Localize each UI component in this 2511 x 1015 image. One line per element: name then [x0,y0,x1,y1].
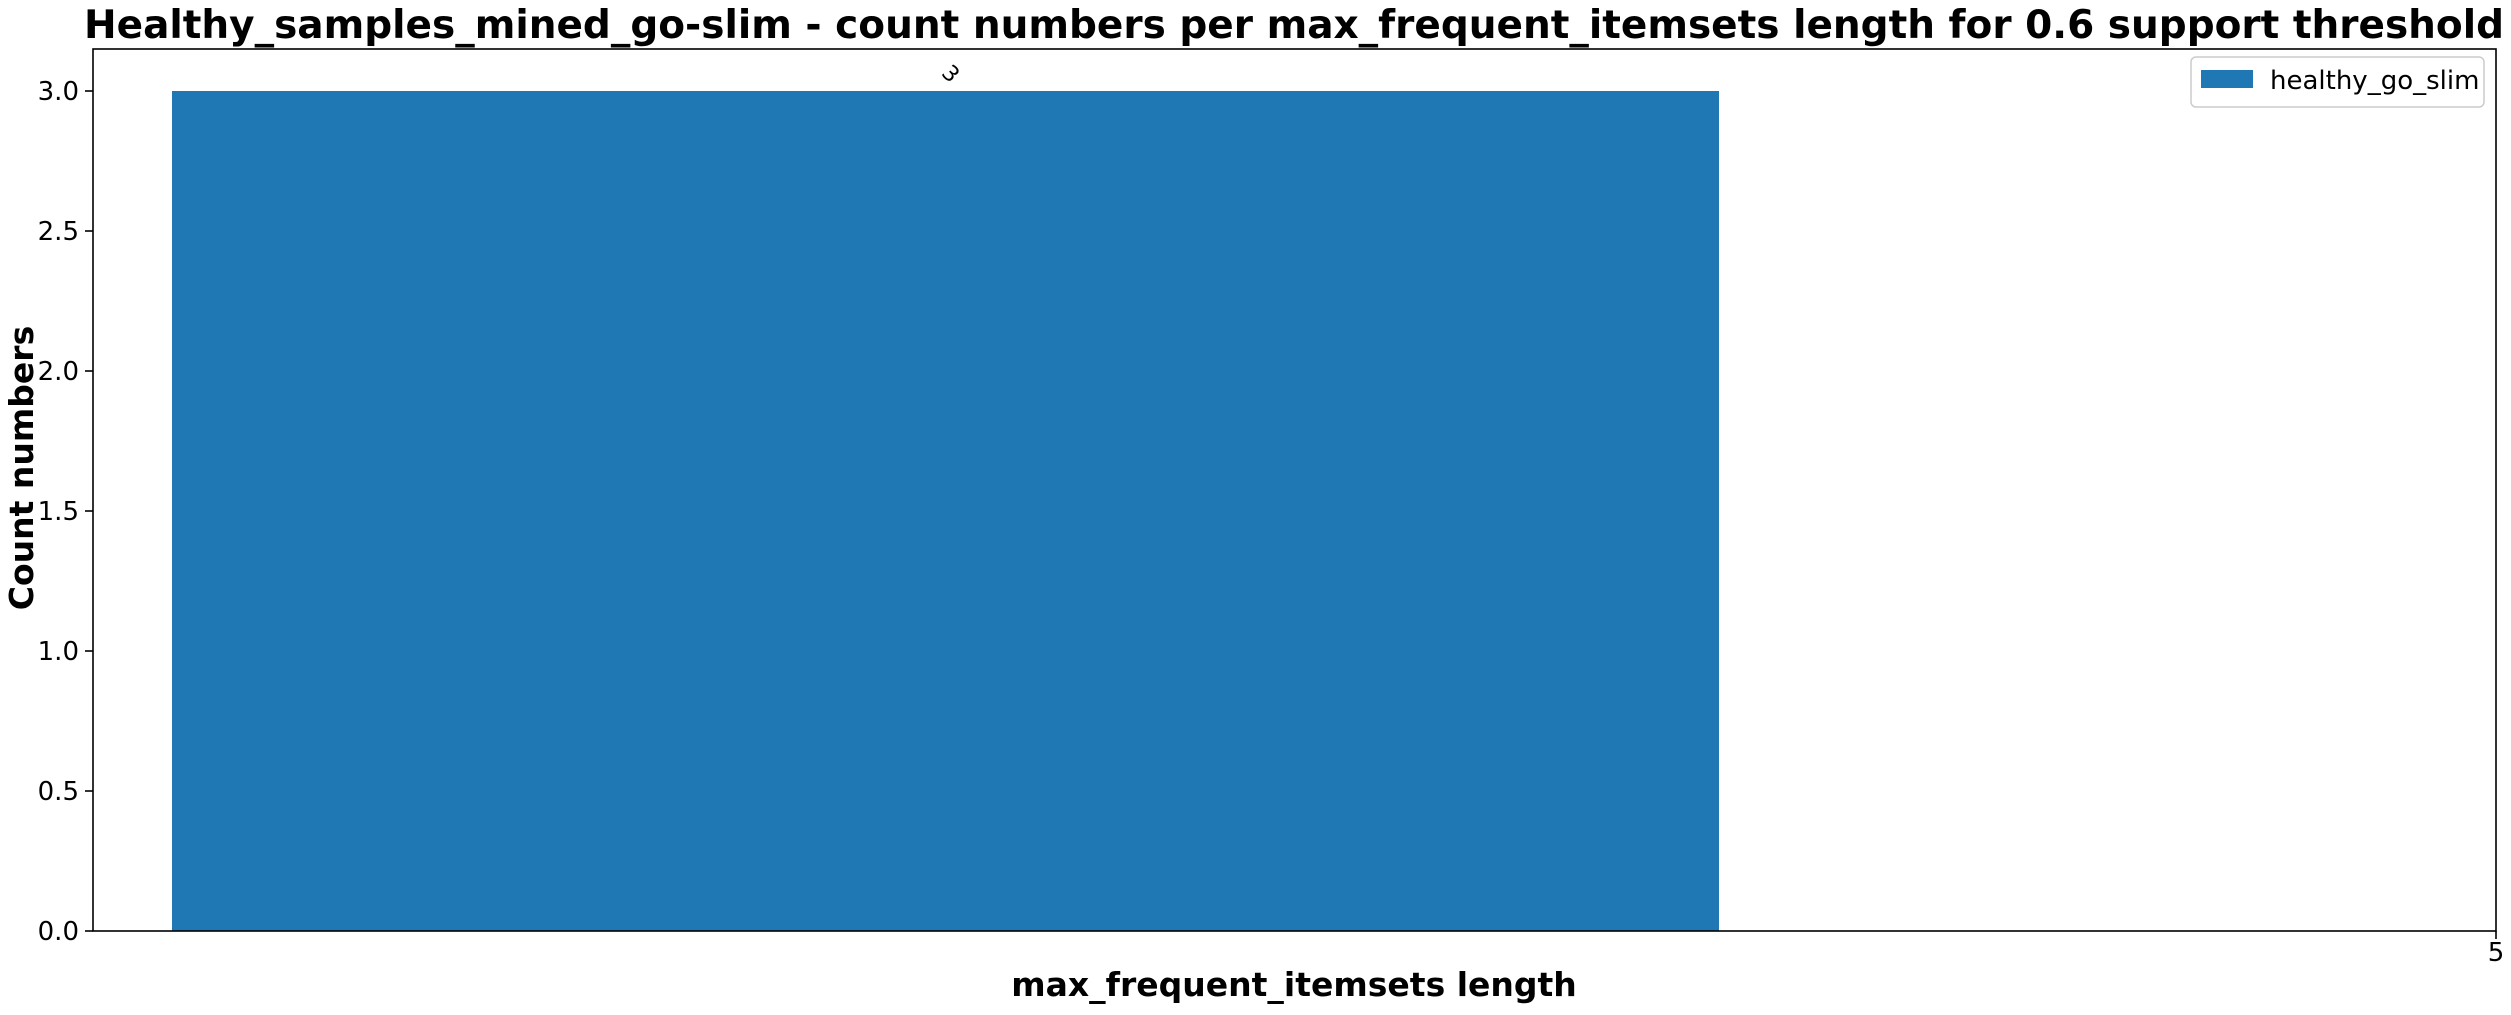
legend-frame [2190,56,2485,108]
y-tick-label-3: 1.5 [38,497,79,527]
y-tick-label-5: 2.5 [38,217,79,247]
y-tick-label-2: 1.0 [38,637,79,667]
bar-0 [172,91,1719,931]
chart-title: Healthy_samples_mined_go-slim - count nu… [84,3,2504,48]
bar-value-label-0: 3 [936,61,964,89]
plot-frame [92,48,2497,932]
y-axis-label: Count numbers [2,326,41,610]
y-axis: 0.0 0.5 1.0 1.5 2.0 2.5 3.0 [38,77,93,947]
y-tick-label-0: 0.0 [38,917,79,947]
plot-area: 3 [92,48,2497,932]
x-axis-label: max_frequent_itemsets length [1011,965,1577,1004]
x-axis: 5 [2488,931,2505,968]
x-tick-label-0: 5 [2488,938,2505,968]
legend-label: healthy_go_slim [2270,66,2479,96]
y-tick-label-6: 3.0 [38,77,79,107]
y-tick-label-1: 0.5 [38,777,79,807]
legend-swatch [2201,70,2253,88]
y-tick-label-4: 2.0 [38,357,79,387]
legend: healthy_go_slim [2190,56,2485,108]
